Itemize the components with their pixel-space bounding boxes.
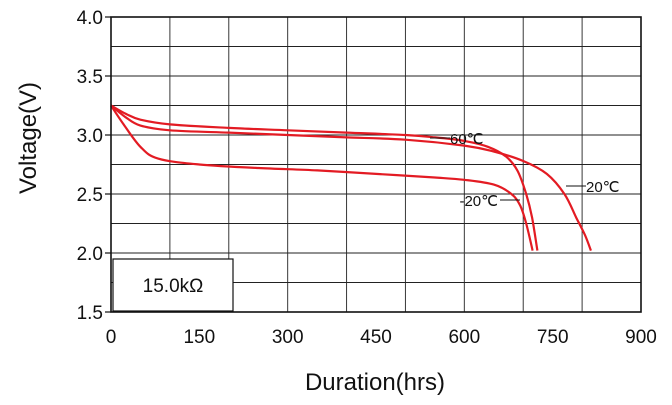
legend-box-text: 15.0kΩ xyxy=(143,276,204,297)
x-tick-label: 150 xyxy=(183,327,215,348)
tick-labels: 1.5 2.0 2.5 3.0 3.5 4.0 0 150 300 450 600 750 900 xyxy=(77,8,657,348)
x-tick-label: 300 xyxy=(272,327,304,348)
series-line-2 xyxy=(110,104,534,251)
curve-label: 20℃ xyxy=(586,179,620,196)
curve-label: 60℃ xyxy=(450,131,484,148)
curve-labels: 60℃ 20℃ -20℃ xyxy=(430,131,620,210)
x-tick-label: 0 xyxy=(106,327,117,348)
y-tick-label: 3.5 xyxy=(77,67,103,88)
x-axis-title: Duration(hrs) xyxy=(305,369,445,396)
x-tick-label: 900 xyxy=(625,327,657,348)
y-tick-label: 1.5 xyxy=(77,303,103,324)
y-tick-label: 2.5 xyxy=(77,185,103,206)
y-tick-label: 2.0 xyxy=(77,244,103,265)
series-line-1 xyxy=(110,104,592,251)
series-layer xyxy=(110,104,592,251)
plot-frame xyxy=(110,16,642,313)
plot-border xyxy=(110,16,642,313)
x-tick-label: 750 xyxy=(537,327,569,348)
legend-box-frame xyxy=(112,258,234,312)
y-tick-label: 3.0 xyxy=(77,126,103,147)
x-tick-label: 450 xyxy=(360,327,392,348)
legend-box: 15.0kΩ xyxy=(112,258,234,312)
y-tick-label: 4.0 xyxy=(77,8,103,29)
x-tick-label: 600 xyxy=(448,327,480,348)
curve-label: -20℃ xyxy=(459,193,498,210)
series-line-0 xyxy=(110,104,539,251)
y-axis-title: Voltage(V) xyxy=(15,82,42,194)
